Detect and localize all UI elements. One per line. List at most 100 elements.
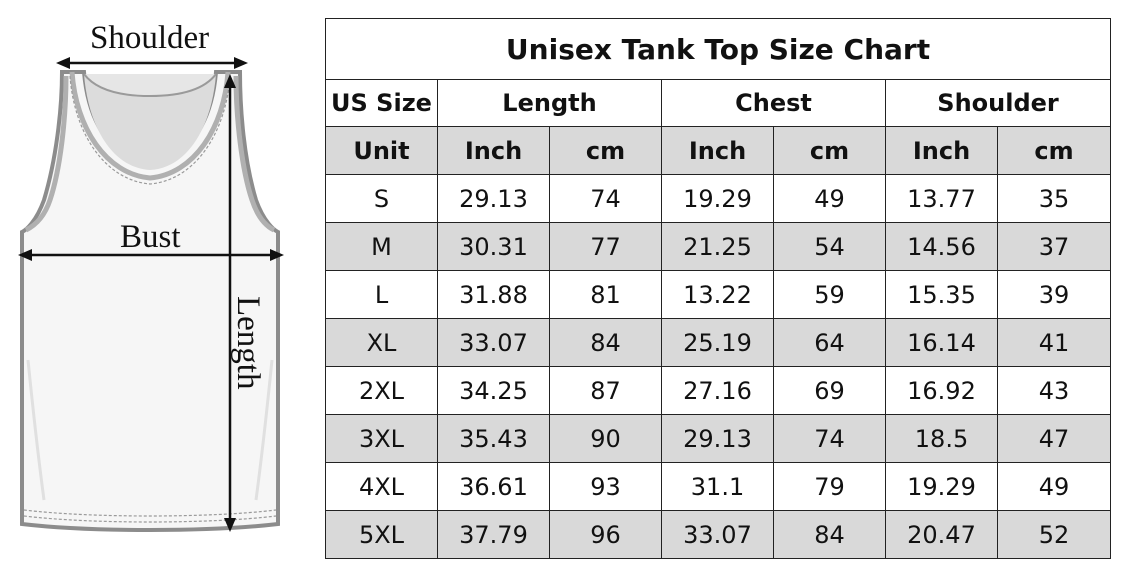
size-cell: 3XL [325,414,438,463]
length-cm-cell: 87 [549,366,662,415]
table-row: S 29.13 74 19.29 49 13.77 35 [325,174,1112,223]
shoulder-group-header: Shoulder [884,79,1112,127]
shoulder-cm-cell: 52 [996,510,1112,559]
shoulder-inch-cell: 16.14 [885,318,998,367]
neckline-inner [84,74,216,170]
length-label: Length [230,296,266,390]
chest-cm-cell: 64 [773,318,886,367]
size-cell: 2XL [325,366,438,415]
shoulder-cm-cell: 35 [996,174,1112,223]
chest-cm-cell: 79 [773,462,886,511]
shoulder-cm-cell: 47 [996,414,1112,463]
size-cell: XL [325,318,438,367]
chest-inch-cell: 31.1 [661,462,774,511]
size-header: US Size [325,79,438,127]
length-inch-cell: 34.25 [437,366,550,415]
shoulder-inch-cell: 13.77 [885,174,998,223]
table-row: L 31.88 81 13.22 59 15.35 39 [325,270,1112,319]
length-cm-cell: 77 [549,222,662,271]
shoulder-inch-cell: 18.5 [885,414,998,463]
length-cm-header: cm [549,126,662,175]
chest-inch-cell: 13.22 [661,270,774,319]
table-title: Unisex Tank Top Size Chart [324,18,1112,80]
neck-stitch [69,75,231,185]
size-cell: M [325,222,438,271]
chest-cm-header: cm [773,126,886,175]
length-inch-cell: 36.61 [437,462,550,511]
length-inch-cell: 33.07 [437,318,550,367]
group-header-row: US Size Length Chest Shoulder [325,79,1112,127]
shoulder-cm-cell: 37 [996,222,1112,271]
length-arrow-head-top [224,74,236,88]
bust-arrow-head-right [270,249,284,261]
length-inch-cell: 35.43 [437,414,550,463]
length-inch-cell: 37.79 [437,510,550,559]
chest-inch-cell: 21.25 [661,222,774,271]
length-cm-cell: 81 [549,270,662,319]
neckline-back [83,73,217,98]
chest-cm-cell: 74 [773,414,886,463]
table-row: M 30.31 77 21.25 54 14.56 37 [325,222,1112,271]
shoulder-cm-cell: 41 [996,318,1112,367]
chest-inch-cell: 29.13 [661,414,774,463]
bust-arrow-head-left [18,249,32,261]
length-group-header: Length [437,79,662,127]
tank-top-illustration: Shoulder Bust Length [0,0,320,566]
shoulder-arrow-head-left [56,57,70,69]
shoulder-inch-cell: 14.56 [885,222,998,271]
size-chart-table: Unisex Tank Top Size Chart US Size Lengt… [324,18,1112,559]
chest-cm-cell: 59 [773,270,886,319]
table-row: 3XL 35.43 90 29.13 74 18.5 47 [325,414,1112,463]
chest-cm-cell: 84 [773,510,886,559]
chest-cm-cell: 49 [773,174,886,223]
shoulder-cm-cell: 43 [996,366,1112,415]
shoulder-cm-header: cm [996,126,1112,175]
table-row: 4XL 36.61 93 31.1 79 19.29 49 [325,462,1112,511]
length-cm-cell: 93 [549,462,662,511]
length-inch-cell: 29.13 [437,174,550,223]
chest-inch-cell: 33.07 [661,510,774,559]
size-cell: S [325,174,438,223]
bust-label: Bust [120,219,181,255]
chest-cm-cell: 69 [773,366,886,415]
length-inch-cell: 30.31 [437,222,550,271]
shoulder-inch-header: Inch [885,126,998,175]
chest-inch-cell: 25.19 [661,318,774,367]
unit-header: Unit [325,126,438,175]
length-inch-header: Inch [437,126,550,175]
chest-group-header: Chest [661,79,886,127]
shoulder-cm-cell: 39 [996,270,1112,319]
table-row: 5XL 37.79 96 33.07 84 20.47 52 [325,510,1112,559]
tank-top-drawing [18,57,284,532]
length-cm-cell: 84 [549,318,662,367]
hem-stitch-2 [23,515,277,523]
length-cm-cell: 90 [549,414,662,463]
chest-inch-header: Inch [661,126,774,175]
hem-stitch [23,509,277,517]
size-cell: 4XL [325,462,438,511]
length-arrow-head-bottom [224,518,236,532]
table-title-row: Unisex Tank Top Size Chart [324,18,1112,80]
shoulder-inch-cell: 19.29 [885,462,998,511]
right-armhole-binding [233,75,276,233]
shoulder-inch-cell: 15.35 [885,270,998,319]
length-cm-cell: 96 [549,510,662,559]
chest-inch-cell: 27.16 [661,366,774,415]
length-inch-cell: 31.88 [437,270,550,319]
shoulder-arrow-head-right [234,57,248,69]
unit-header-row: Unit Inch cm Inch cm Inch cm [325,126,1112,175]
neck-binding [69,71,231,181]
chest-inch-cell: 19.29 [661,174,774,223]
left-armhole-binding [24,75,69,233]
table-row: XL 33.07 84 25.19 64 16.14 41 [325,318,1112,367]
size-cell: L [325,270,438,319]
table-row: 2XL 34.25 87 27.16 69 16.92 43 [325,366,1112,415]
side-shade-left [26,359,46,501]
shoulder-label: Shoulder [90,20,210,56]
size-cell: 5XL [325,510,438,559]
side-shade-right [254,359,274,501]
shoulder-inch-cell: 20.47 [885,510,998,559]
shoulder-inch-cell: 16.92 [885,366,998,415]
length-cm-cell: 74 [549,174,662,223]
shoulder-cm-cell: 49 [996,462,1112,511]
